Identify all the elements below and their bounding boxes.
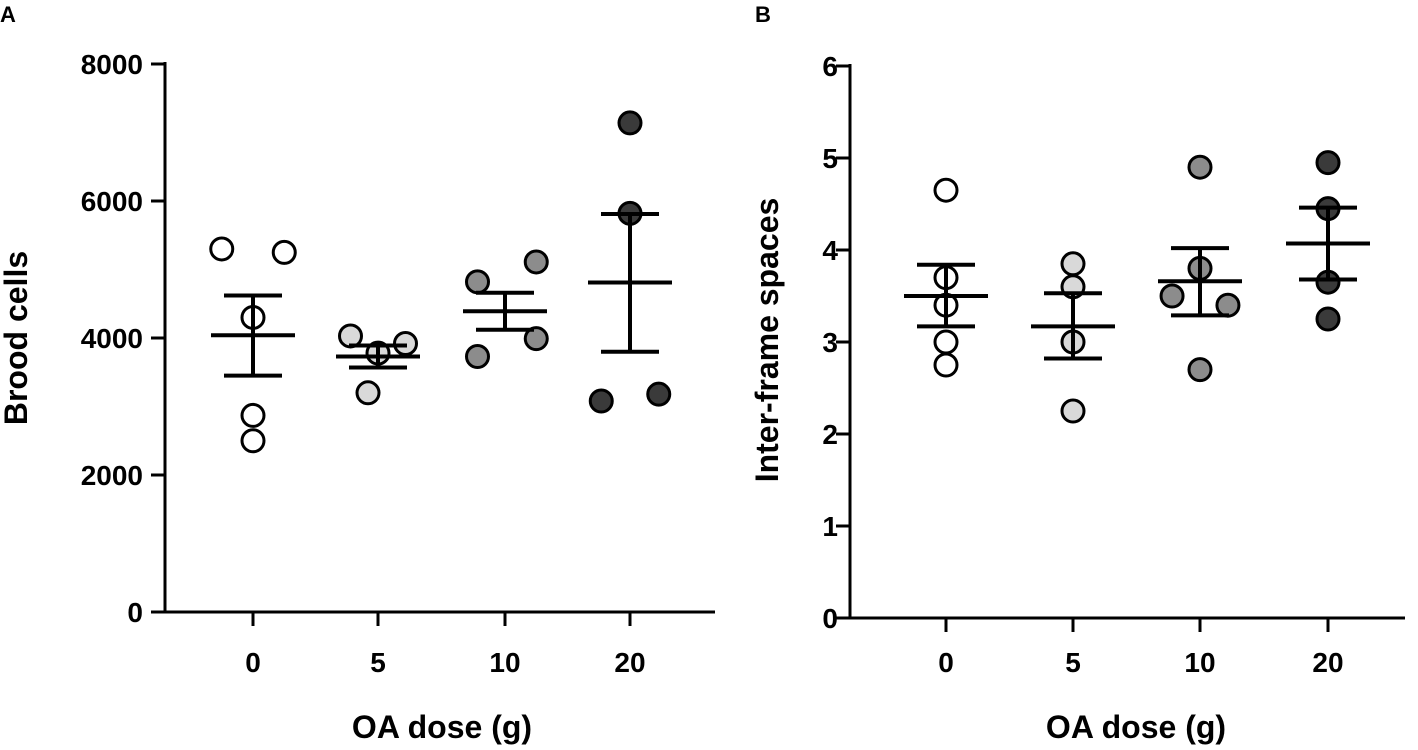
panel-a-data-point-dose-20 — [646, 381, 672, 407]
panel-b-x-tick-label: 10 — [1184, 647, 1215, 678]
panel-b-data-point-dose-10 — [1187, 154, 1213, 180]
panel-a-data-point-dose-10 — [465, 343, 490, 369]
panel-a-y-tick-label: 0 — [127, 597, 143, 628]
panel-b-letter: B — [755, 2, 771, 27]
panel-a-x-tick-label: 10 — [489, 647, 520, 678]
panel-a-y-tick-label: 8000 — [81, 49, 143, 80]
panel-b-data-point-dose-5 — [1060, 398, 1086, 424]
panel-b-y-tick-label: 2 — [822, 419, 838, 450]
panel-b-y-tick-label: 1 — [822, 511, 838, 542]
panel-b-data-point-dose-5 — [1060, 251, 1086, 277]
panel-b-y-tick-label: 3 — [822, 327, 838, 358]
panel-a-data-point-dose-10 — [465, 269, 490, 295]
panel-a-data-point-dose-5 — [355, 380, 381, 406]
panel-a-data-point-dose-0 — [240, 402, 266, 428]
panel-b-y-axis-title: Inter-frame spaces — [749, 198, 785, 483]
panel-b-y-tick-label: 5 — [822, 143, 838, 174]
panel-a-data-point-dose-0 — [240, 428, 266, 454]
panel-b-y-tick-label: 6 — [822, 51, 838, 82]
panel-a-letter: A — [0, 2, 16, 27]
panel-b-y-tick-label: 4 — [822, 235, 838, 266]
panel-b-x-tick-label: 20 — [1312, 647, 1343, 678]
panel-a: A Brood cells OA dose (g) 0 2000 4000 6000 8… — [0, 2, 715, 745]
panel-b-x-tick-label: 0 — [938, 647, 954, 678]
panel-a-data-point-dose-5 — [393, 330, 418, 356]
panel-a-y-tick-label: 6000 — [81, 186, 143, 217]
panel-b-data-point-dose-10 — [1159, 283, 1185, 309]
panel-a-data-point-dose-20 — [588, 388, 614, 414]
panel-b-data-point-dose-20 — [1315, 306, 1341, 332]
panel-b-data-point-dose-20 — [1315, 150, 1341, 176]
panel-b: B Inter-frame spaces OA dose (g) 0 1 2 3 4 5 6… — [749, 2, 1405, 745]
panel-a-x-axis-title: OA dose (g) — [352, 709, 532, 745]
panel-b-data-point-dose-10 — [1187, 357, 1213, 383]
panel-a-y-tick-label: 4000 — [81, 323, 143, 354]
panel-a-data-point-dose-0 — [209, 236, 235, 262]
panel-b-y-tick-label: 0 — [822, 603, 838, 634]
panel-a-data-point-dose-0 — [271, 239, 297, 265]
panel-b-data-point-dose-0 — [933, 352, 959, 378]
panel-b-data-point-dose-0 — [933, 177, 959, 203]
panel-a-data-point-dose-10 — [523, 326, 549, 352]
panel-a-x-tick-label: 20 — [614, 647, 645, 678]
panel-b-x-tick-label: 5 — [1065, 647, 1081, 678]
panel-a-data-point-dose-20 — [617, 110, 643, 136]
panel-a-y-axis-title: Brood cells — [0, 251, 34, 425]
panel-a-x-tick-label: 0 — [245, 647, 261, 678]
panel-b-x-axis-title: OA dose (g) — [1046, 709, 1226, 745]
panel-b-data-point-dose-0 — [933, 329, 959, 355]
panel-a-x-tick-label: 5 — [370, 647, 386, 678]
panel-a-data-point-dose-10 — [523, 249, 549, 275]
panel-a-y-tick-label: 2000 — [81, 460, 143, 491]
panel-b-data-point-dose-10 — [1215, 292, 1241, 318]
